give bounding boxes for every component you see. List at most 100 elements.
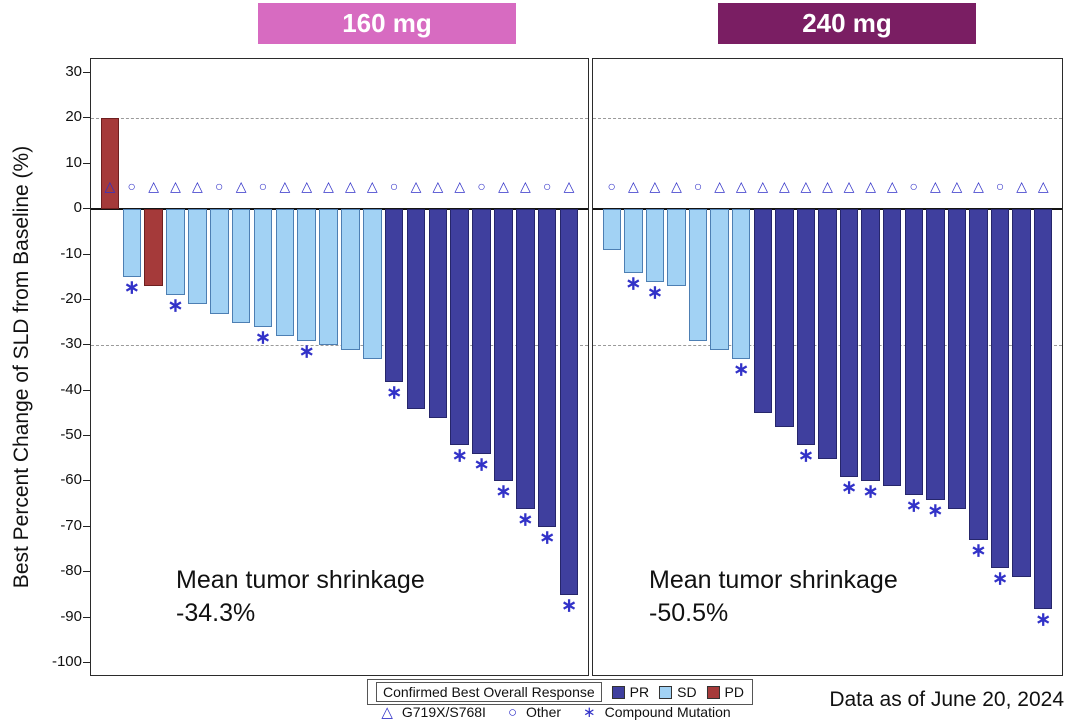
compound-mutation-asterisk-icon: ∗ (473, 454, 490, 476)
mean-shrinkage-right-label: Mean tumor shrinkage (649, 566, 898, 594)
g719x-mutation-triangle-icon: △ (757, 178, 769, 195)
legend-item-other-label: Other (526, 704, 562, 720)
g719x-mutation-triangle-icon: △ (148, 178, 160, 195)
compound-mutation-asterisk-icon: ∗ (927, 500, 944, 522)
g719x-mutation-triangle-icon: △ (432, 178, 444, 195)
g719x-mutation-triangle-icon: △ (563, 178, 575, 195)
patient-bar (406, 209, 426, 409)
legend-item-compound-label: Compound Mutation (604, 704, 731, 720)
g719x-mutation-triangle-icon: △ (323, 178, 334, 195)
reference-line (593, 118, 1062, 120)
y-tick-label: -20 (60, 289, 82, 307)
other-mutation-circle-icon: ○ (215, 178, 224, 195)
patient-bar (384, 209, 404, 382)
compound-mutation-asterisk-icon: ∗ (167, 295, 184, 317)
patient-bar (253, 209, 273, 328)
patient-bar (188, 209, 207, 305)
patient-bar (209, 209, 229, 314)
other-mutation-circle-icon: ○ (542, 178, 552, 195)
g719x-mutation-triangle-icon: △ (627, 178, 639, 195)
y-tick-mark (83, 616, 90, 618)
patient-bar (166, 209, 185, 296)
compound-mutation-asterisk-icon: ∗ (495, 481, 512, 503)
sd-swatch-icon (659, 685, 673, 699)
patient-bar (144, 209, 163, 287)
y-tick-mark (83, 480, 90, 482)
compound-mutation-asterisk-icon: ∗ (1035, 609, 1052, 631)
patient-bar (839, 209, 859, 477)
g719x-mutation-triangle-icon: △ (519, 178, 531, 195)
patient-bar (990, 209, 1010, 568)
patient-bar (947, 209, 967, 509)
g719x-mutation-triangle-icon: △ (735, 178, 747, 195)
legend-item-g719x: △ G719X/S768I (381, 703, 486, 721)
patient-bar (516, 209, 535, 509)
data-cutoff-note: Data as of June 20, 2024 (829, 688, 1064, 711)
g719x-mutation-triangle-icon: △ (301, 178, 313, 195)
y-tick-mark (83, 525, 90, 527)
compound-mutation-asterisk-icon: ∗ (517, 509, 534, 531)
pd-swatch-icon (706, 685, 720, 699)
pr-swatch-icon (611, 685, 625, 699)
other-mutation-circle-icon: ○ (127, 178, 137, 195)
y-tick-mark (83, 662, 90, 663)
compound-mutation-asterisk-icon: ∗ (451, 445, 468, 467)
g719x-mutation-triangle-icon: △ (951, 178, 963, 195)
other-mutation-circle-icon: ○ (693, 178, 703, 195)
g719x-mutation-triangle-icon: △ (279, 178, 291, 195)
patient-bar (341, 209, 360, 350)
compound-mutation-asterisk-icon: ∗ (255, 327, 271, 349)
compound-mutation-asterisk-icon: ∗ (646, 282, 663, 304)
asterisk-icon: ∗ (583, 704, 596, 721)
y-tick-label: 20 (65, 108, 82, 126)
patient-bar (122, 209, 142, 278)
y-tick-mark (83, 162, 90, 164)
patient-bar (904, 209, 923, 496)
patient-bar (796, 209, 816, 446)
g719x-mutation-triangle-icon: △ (454, 178, 466, 195)
panel-right: Mean tumor shrinkage -50.5% ○ △ ∗ △ ∗ △ ○ △ △ ∗ △ △… (592, 58, 1063, 676)
other-mutation-circle-icon: ○ (995, 178, 1005, 195)
g719x-mutation-triangle-icon: △ (235, 178, 247, 195)
patient-bar (861, 209, 880, 482)
y-tick-label: -70 (60, 516, 82, 534)
other-mutation-circle-icon: ○ (607, 178, 617, 195)
g719x-mutation-triangle-icon: △ (366, 178, 378, 195)
legend-item-compound: ∗ Compound Mutation (583, 703, 731, 721)
patient-bar (775, 209, 794, 427)
compound-mutation-asterisk-icon: ∗ (386, 382, 403, 404)
patient-bar (537, 209, 557, 527)
patient-bar (231, 209, 251, 323)
mean-shrinkage-right-value: -50.5% (649, 599, 729, 627)
legend-title: Confirmed Best Overall Response (375, 682, 602, 702)
patient-bar (818, 209, 837, 459)
y-tick-label: 0 (73, 199, 82, 217)
g719x-mutation-triangle-icon: △ (1016, 178, 1028, 195)
patient-bar (494, 209, 513, 482)
patient-bar (883, 209, 902, 486)
y-tick-mark (83, 208, 90, 210)
y-tick-mark (83, 298, 90, 300)
compound-mutation-asterisk-icon: ∗ (123, 277, 140, 299)
legend-mutation: △ G719X/S768I ○ Other ∗ Compound Mutatio… (381, 703, 731, 722)
dose-header-240mg: 240 mg (718, 3, 976, 44)
patient-bar (559, 209, 579, 595)
compound-mutation-asterisk-icon: ∗ (561, 595, 578, 617)
compound-mutation-asterisk-icon: ∗ (841, 477, 858, 499)
g719x-mutation-triangle-icon: △ (104, 178, 116, 195)
g719x-mutation-triangle-icon: △ (498, 178, 509, 195)
patient-bar (710, 209, 729, 350)
other-mutation-circle-icon: ○ (909, 178, 919, 195)
compound-mutation-asterisk-icon: ∗ (797, 445, 814, 467)
patient-bar (1012, 209, 1031, 577)
patient-bar (363, 209, 382, 359)
y-axis-title: Best Percent Change of SLD from Baseline… (10, 145, 33, 589)
patient-bar (297, 209, 316, 341)
compound-mutation-asterisk-icon: ∗ (733, 359, 750, 381)
legend-item-other: ○ Other (508, 704, 561, 721)
g719x-mutation-triangle-icon: △ (973, 178, 984, 195)
g719x-mutation-triangle-icon: △ (1037, 178, 1049, 195)
patient-bar (753, 209, 772, 414)
y-tick-mark (83, 253, 90, 255)
other-mutation-circle-icon: ○ (477, 178, 486, 195)
